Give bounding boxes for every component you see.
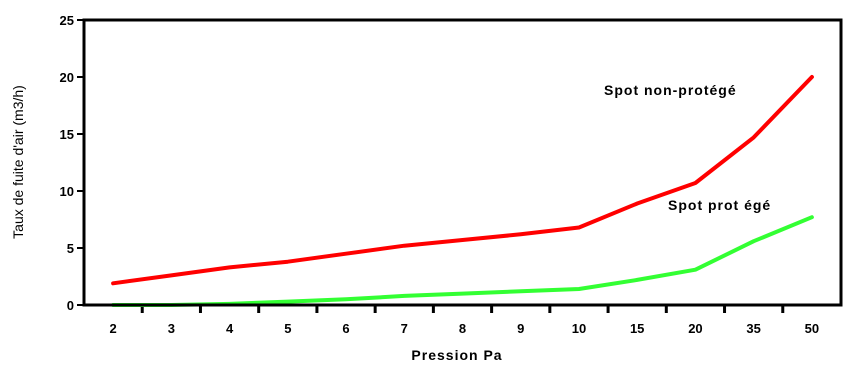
y-tick-label: 10 (60, 184, 74, 199)
x-tick-label: 50 (805, 321, 819, 336)
y-axis-title: Taux de fuite d'air (m3/h) (10, 85, 26, 239)
x-tick-label: 6 (342, 321, 349, 336)
y-tick-label: 5 (67, 241, 74, 256)
x-tick-label: 3 (168, 321, 175, 336)
series-lines (111, 75, 814, 307)
x-tick-label: 10 (572, 321, 586, 336)
series-line-1 (111, 215, 814, 307)
x-tick-label: 35 (746, 321, 760, 336)
x-axis-ticks: 2 3 4 5 6 7 8 9 10 15 20 35 50 (109, 305, 819, 336)
x-tick-label: 4 (226, 321, 234, 336)
x-tick-label: 9 (517, 321, 524, 336)
y-tick-label: 25 (60, 13, 74, 28)
x-tick-label: 7 (401, 321, 408, 336)
series-label-unprotected: Spot non-protégé (604, 82, 737, 98)
x-tick-label: 15 (630, 321, 644, 336)
y-axis-ticks: 0 5 10 15 20 25 (60, 13, 84, 313)
x-tick-label: 2 (109, 321, 116, 336)
plot-frame (82, 18, 843, 307)
y-tick-label: 15 (60, 127, 74, 142)
y-tick-label: 20 (60, 70, 74, 85)
x-tick-label: 8 (459, 321, 466, 336)
series-label-protected: Spot prot égé (668, 197, 771, 213)
x-tick-label: 5 (284, 321, 291, 336)
series-line-0 (111, 75, 814, 286)
x-tick-label: 20 (688, 321, 702, 336)
y-tick-label: 0 (67, 298, 74, 313)
x-axis-title: Pression Pa (411, 347, 502, 363)
